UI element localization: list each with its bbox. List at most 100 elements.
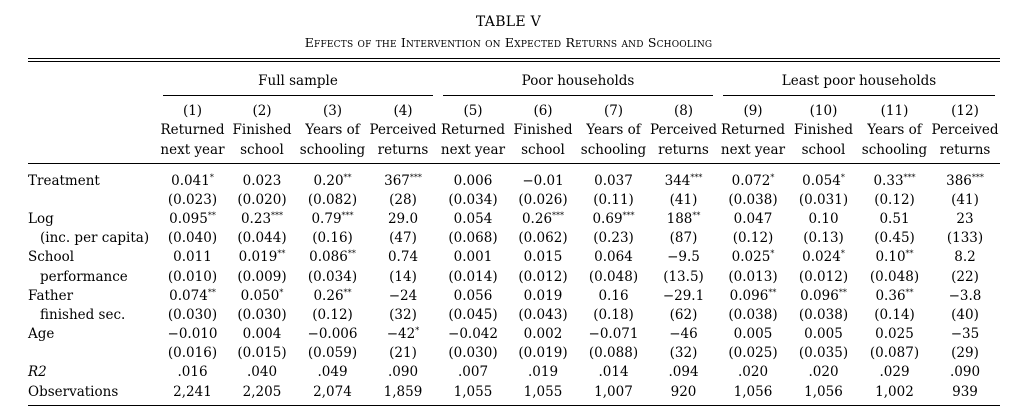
cell-value: 1,002 xyxy=(875,383,914,400)
column-number: (5) xyxy=(463,102,483,119)
cell-value: (0.030) xyxy=(237,306,287,323)
group-underline-least-poor-households xyxy=(723,95,995,96)
significance-stars: * xyxy=(770,249,775,259)
row-label: finished sec. xyxy=(40,306,126,323)
column-label: Finished xyxy=(232,122,292,139)
table-cell: (0.082) xyxy=(297,190,368,209)
cell-value: 29.0 xyxy=(387,210,419,227)
significance-stars: *** xyxy=(903,172,916,182)
cell-value: 0.74 xyxy=(387,249,419,266)
column-number: (12) xyxy=(951,102,979,119)
column-number: (1) xyxy=(182,102,203,119)
cell-value: (29) xyxy=(951,345,979,362)
cell-value: −29.1 xyxy=(662,287,705,304)
cell-value: (0.023) xyxy=(167,191,218,208)
column-label: Years of xyxy=(867,122,922,139)
cell-value: 0.51 xyxy=(879,210,910,227)
table-cell: 0.36** xyxy=(859,286,930,305)
cell-value: 0.056 xyxy=(453,287,493,304)
table-cell: (29) xyxy=(930,344,1000,363)
table-cell: 1,002 xyxy=(859,382,930,401)
cell-value: (0.026) xyxy=(518,191,568,208)
table-cell: 0.096** xyxy=(718,286,788,305)
table-cell: 2,205 xyxy=(227,382,297,401)
cell-value: (0.045) xyxy=(448,306,498,323)
table-row: Father 0.074** 0.050* 0.26** −24 0.056 0.019 0.… xyxy=(28,286,1000,305)
cell-value: (0.034) xyxy=(448,191,498,208)
cell-value: 0.019 xyxy=(238,249,278,266)
table-cell: 0.26** xyxy=(297,286,368,305)
header-stub-cell xyxy=(28,121,158,141)
cell-value: (0.12) xyxy=(874,191,915,208)
table-cell: −9.5 xyxy=(649,248,718,267)
table-cell: 0.047 xyxy=(718,209,788,228)
table-cell: 344*** xyxy=(649,171,718,190)
cell-value: 0.074 xyxy=(169,287,208,304)
table-cell: 0.74 xyxy=(368,248,438,267)
cell-value: (0.087) xyxy=(869,345,920,362)
table-cell: (0.013) xyxy=(718,267,788,286)
significance-stars: ** xyxy=(277,249,286,259)
cell-value: 0.69 xyxy=(592,210,623,227)
cell-value: 2,074 xyxy=(313,383,352,400)
column-header-table: (1) (2) (3) (4) (5) (6) (7) (8) (9) (10) (11) (12) … xyxy=(28,101,1000,160)
table-cell: (0.12) xyxy=(859,190,930,209)
table-row: finished sec. (0.030) (0.030) (0.12) (32) (0.… xyxy=(28,305,1000,324)
significance-stars: * xyxy=(770,172,775,182)
table-cell: −29.1 xyxy=(649,286,718,305)
cell-value: 0.054 xyxy=(453,210,493,227)
column-label: Returned xyxy=(160,122,225,139)
table-cell: .029 xyxy=(859,363,930,382)
table-cell: .020 xyxy=(718,363,788,382)
table-cell: (14) xyxy=(368,267,438,286)
table-cell: 0.023 xyxy=(227,171,297,190)
table-cell: (0.12) xyxy=(297,305,368,324)
table-cell: 0.024* xyxy=(788,248,859,267)
cell-value: (41) xyxy=(951,191,979,208)
table-cell: 2,074 xyxy=(297,382,368,401)
cell-value: 0.037 xyxy=(594,172,633,189)
table-cell: (0.062) xyxy=(508,229,578,248)
table-cell: −0.042 xyxy=(438,325,508,344)
column-number: (8) xyxy=(673,102,694,119)
cell-value: (0.12) xyxy=(732,230,774,247)
table-cell: (0.035) xyxy=(788,344,859,363)
table-cell: 2,241 xyxy=(158,382,227,401)
table-cell: 0.096** xyxy=(788,286,859,305)
table-cell: (0.034) xyxy=(297,267,368,286)
row-label xyxy=(28,344,158,363)
column-label-row-1: Returned Finished Years of Perceived Returne… xyxy=(28,121,1000,141)
table-cell: (0.010) xyxy=(158,267,227,286)
significance-stars: *** xyxy=(690,172,703,182)
table-cell: 0.072* xyxy=(718,171,788,190)
table-row: performance (0.010) (0.009) (0.034) (14) (0.0… xyxy=(28,267,1000,286)
table-cell: (0.12) xyxy=(718,229,788,248)
significance-stars: ** xyxy=(838,287,847,297)
table-cell: (0.45) xyxy=(859,229,930,248)
table-cell: .094 xyxy=(649,363,718,382)
cell-value: (0.048) xyxy=(588,268,639,285)
cell-value: (13.5) xyxy=(663,268,704,285)
table-cell: 0.16 xyxy=(578,286,649,305)
cell-value: 0.095 xyxy=(169,210,208,227)
table-cell: (0.015) xyxy=(227,344,297,363)
table-cell: (0.038) xyxy=(718,305,788,324)
cell-value: 920 xyxy=(670,383,697,400)
table-cell: (32) xyxy=(649,344,718,363)
column-label: next year xyxy=(720,141,786,158)
column-label: returns xyxy=(377,141,429,158)
table-cell: (0.088) xyxy=(578,344,649,363)
cell-value: (0.14) xyxy=(874,306,915,323)
results-table-body: Treatment 0.041* 0.023 0.20** 367*** 0.006 −0.… xyxy=(28,171,1000,401)
cell-value: −0.071 xyxy=(588,326,639,343)
table-cell: (0.026) xyxy=(508,190,578,209)
table-cell: (0.038) xyxy=(718,190,788,209)
table-cell: 188** xyxy=(649,209,718,228)
cell-value: (0.048) xyxy=(869,268,920,285)
table-cell: 0.51 xyxy=(859,209,930,228)
table-cell: 0.074** xyxy=(158,286,227,305)
significance-stars: ** xyxy=(343,172,352,182)
bottom-rule xyxy=(28,405,1000,406)
cell-value: (0.13) xyxy=(803,230,844,247)
